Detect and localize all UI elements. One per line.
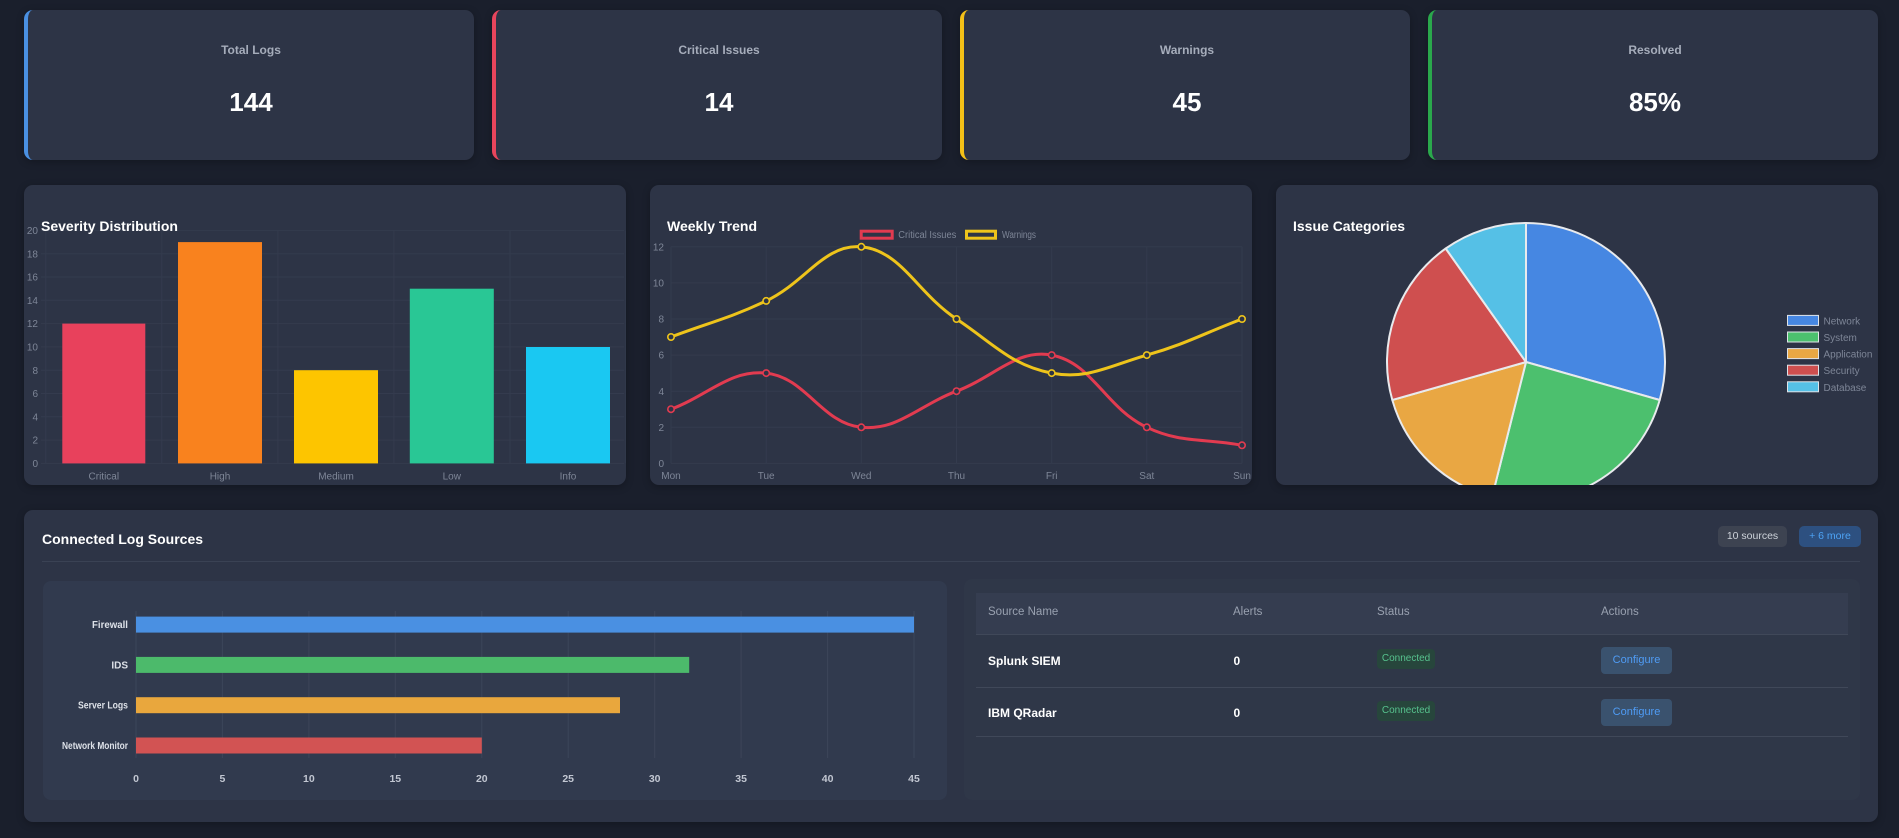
svg-text:Critical Issues: Critical Issues [898, 230, 956, 241]
svg-text:30: 30 [649, 773, 661, 785]
svg-text:12: 12 [653, 242, 665, 253]
svg-text:Security: Security [1824, 366, 1860, 377]
svg-text:15: 15 [389, 773, 401, 785]
svg-text:0: 0 [658, 459, 664, 470]
svg-text:High: High [210, 472, 231, 483]
svg-text:35: 35 [735, 773, 747, 785]
svg-text:6: 6 [658, 351, 664, 362]
svg-text:Wed: Wed [851, 471, 871, 482]
svg-text:4: 4 [32, 412, 38, 423]
svg-text:Thu: Thu [948, 471, 965, 482]
svg-text:10: 10 [27, 343, 39, 354]
svg-text:Sat: Sat [1139, 471, 1154, 482]
svg-text:6: 6 [32, 389, 38, 400]
svg-text:IDS: IDS [111, 660, 128, 671]
svg-text:5: 5 [219, 773, 225, 785]
svg-text:Firewall: Firewall [92, 620, 128, 631]
svg-text:10: 10 [303, 773, 315, 785]
svg-text:0: 0 [133, 773, 139, 785]
svg-text:Medium: Medium [318, 472, 354, 483]
svg-text:Low: Low [443, 472, 462, 483]
svg-text:8: 8 [658, 315, 664, 326]
svg-text:Mon: Mon [661, 471, 680, 482]
svg-text:Server Logs: Server Logs [78, 701, 128, 712]
svg-text:4: 4 [658, 387, 664, 398]
svg-text:Info: Info [560, 472, 577, 483]
svg-text:Network Monitor: Network Monitor [62, 741, 128, 752]
svg-text:40: 40 [822, 773, 834, 785]
svg-text:10: 10 [653, 279, 665, 290]
svg-text:Sun: Sun [1233, 471, 1251, 482]
svg-text:Application: Application [1824, 350, 1873, 361]
svg-text:Tue: Tue [758, 471, 775, 482]
svg-text:System: System [1824, 333, 1857, 344]
svg-text:16: 16 [27, 273, 39, 284]
svg-text:25: 25 [562, 773, 574, 785]
svg-text:0: 0 [32, 459, 38, 470]
svg-text:18: 18 [27, 249, 39, 260]
svg-text:20: 20 [476, 773, 488, 785]
svg-text:2: 2 [32, 436, 38, 447]
svg-text:Fri: Fri [1046, 471, 1058, 482]
svg-text:14: 14 [27, 296, 39, 307]
svg-text:Database: Database [1824, 383, 1867, 394]
svg-text:8: 8 [32, 366, 38, 377]
svg-text:12: 12 [27, 319, 39, 330]
svg-text:Warnings: Warnings [1002, 230, 1036, 241]
svg-text:20: 20 [27, 226, 39, 237]
svg-text:Critical: Critical [89, 472, 120, 483]
svg-text:Network: Network [1824, 316, 1862, 327]
svg-text:2: 2 [658, 423, 664, 434]
svg-text:45: 45 [908, 773, 920, 785]
